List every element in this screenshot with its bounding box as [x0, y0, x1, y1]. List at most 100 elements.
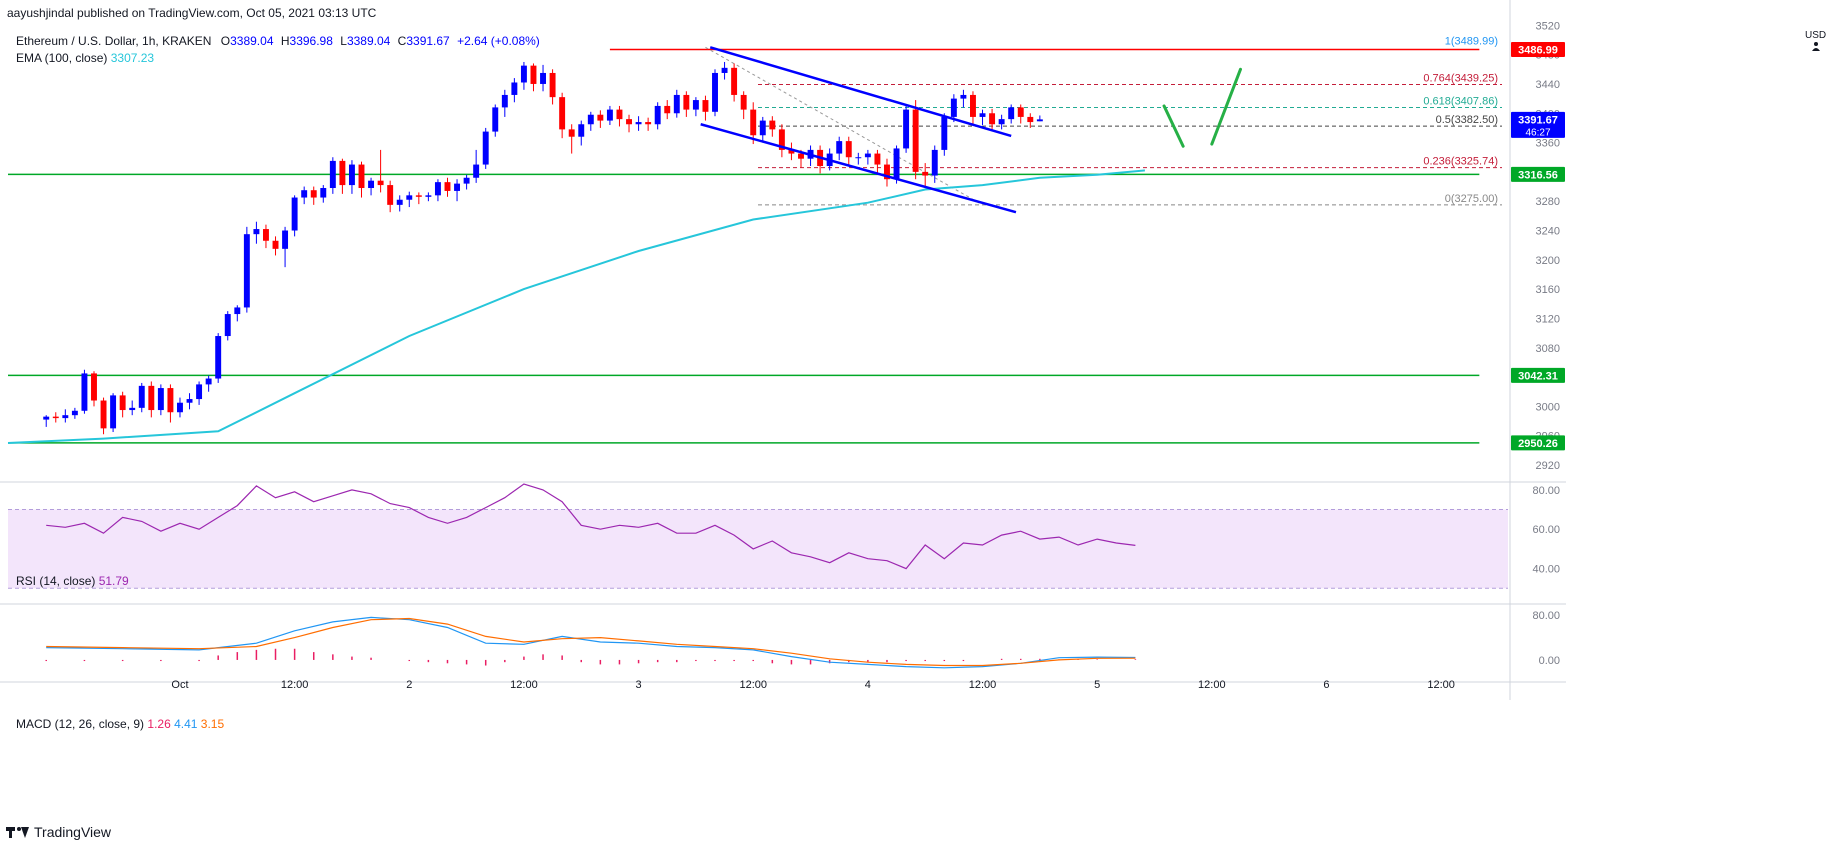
- time-tick-label: 12:00: [1427, 679, 1455, 691]
- candle-body: [731, 67, 738, 95]
- channel-line: [709, 46, 1012, 138]
- ema-legend: EMA (100, close) 3307.23: [16, 51, 154, 65]
- close-value: 3391.67: [406, 34, 450, 48]
- candle-body: [138, 385, 145, 408]
- candle-body: [530, 65, 537, 84]
- macd-value: 4.41: [174, 717, 198, 731]
- price-tick-label: 3200: [1536, 255, 1560, 267]
- candle-body: [224, 314, 231, 337]
- candle-body: [310, 190, 317, 198]
- tradingview-brand: TradingView: [34, 824, 112, 840]
- candle-body: [177, 402, 183, 413]
- candle-body: [950, 98, 957, 117]
- macd-line: [46, 616, 1136, 669]
- rsi-line: [46, 483, 1136, 570]
- candle-body: [396, 199, 403, 205]
- time-tick-label: 12:00: [739, 679, 767, 691]
- price-tick-label: 3520: [1536, 20, 1560, 32]
- close-label: C: [397, 34, 407, 48]
- candle-body: [186, 399, 193, 403]
- candle-body: [511, 82, 518, 95]
- candle-body: [759, 120, 766, 136]
- support-price-label: 2950.26: [1518, 438, 1558, 450]
- candle-body: [778, 129, 785, 150]
- open-value: 3389.04: [230, 34, 274, 48]
- time-tick-label: 12:00: [281, 679, 309, 691]
- candle-body: [559, 97, 566, 130]
- macd-label: MACD (12, 26, close, 9): [16, 717, 145, 731]
- candle-body: [473, 164, 480, 178]
- candle-body: [81, 373, 88, 411]
- fib-label: 0.236(3325.74): [1423, 156, 1498, 168]
- main-legend: Ethereum / U.S. Dollar, 1h, KRAKEN O3389…: [16, 34, 540, 48]
- candle-body: [71, 410, 78, 416]
- candle-body: [1008, 107, 1015, 120]
- candle-body: [196, 384, 203, 400]
- macd-legend: MACD (12, 26, close, 9) 1.26 4.41 3.15: [16, 717, 224, 731]
- time-tick-label: 2: [406, 679, 412, 691]
- published-by-text: aayushjindal published on TradingView.co…: [7, 6, 377, 20]
- resistance-price-label: 3486.99: [1518, 45, 1558, 57]
- rsi-tick-label: 40.00: [1532, 564, 1560, 576]
- candle-body: [110, 395, 117, 429]
- candle-body: [406, 195, 413, 200]
- time-tick-label: 6: [1323, 679, 1329, 691]
- candle-body: [482, 131, 489, 165]
- candle-body: [463, 177, 470, 184]
- candle-body: [740, 94, 747, 110]
- candle-body: [645, 122, 652, 125]
- candle-body: [845, 141, 852, 158]
- fib-label: 1(3489.99): [1445, 35, 1498, 47]
- low-label: L: [340, 34, 347, 48]
- candle-body: [578, 124, 585, 137]
- time-tick-label: 12:00: [510, 679, 538, 691]
- macd-signal-value: 3.15: [200, 717, 225, 731]
- support-price-label-bg: [1511, 435, 1565, 451]
- candle-body: [100, 400, 107, 429]
- candle-body: [540, 72, 546, 84]
- candle-body: [291, 197, 298, 231]
- candle-body: [912, 109, 919, 172]
- candle-body: [664, 105, 671, 114]
- candle-body: [626, 119, 632, 125]
- ema-label: EMA (100, close): [16, 51, 108, 65]
- candle-body: [1017, 107, 1024, 117]
- current-price-label: 3391.67: [1518, 114, 1558, 126]
- time-tick-label: 12:00: [1198, 679, 1226, 691]
- candle-body: [339, 160, 346, 186]
- rsi-value: 51.79: [98, 574, 129, 588]
- candle-body: [301, 190, 308, 198]
- candle-body: [377, 180, 384, 186]
- current-price-label-bg: [1511, 111, 1565, 138]
- time-tick-label: Oct: [171, 679, 188, 691]
- candle-body: [348, 164, 355, 186]
- candle-body: [998, 119, 1005, 125]
- fib-label: 0(3275.00): [1445, 193, 1498, 205]
- candle-body: [492, 107, 499, 132]
- candle-body: [597, 114, 604, 121]
- change-value: +2.64 (+0.08%): [457, 34, 540, 48]
- tradingview-logo-icon: [6, 825, 29, 839]
- price-tick-label: 3440: [1536, 79, 1560, 91]
- candle-body: [253, 229, 260, 235]
- candle-body: [329, 160, 336, 189]
- candle-body: [243, 234, 250, 308]
- candle-body: [549, 72, 556, 98]
- candle-body: [721, 67, 728, 73]
- candle-body: [415, 195, 422, 197]
- candle-body: [616, 109, 623, 120]
- candle-body: [702, 100, 709, 112]
- candle-body: [520, 65, 527, 83]
- currency-label[interactable]: USD: [1805, 30, 1826, 54]
- price-tick-label: 3280: [1536, 196, 1560, 208]
- candle-body: [129, 407, 136, 411]
- candle-body: [43, 416, 50, 420]
- candle-body: [654, 105, 661, 125]
- candle-body: [922, 171, 929, 176]
- tradingview-footer[interactable]: TradingView: [6, 824, 111, 840]
- candle-body: [750, 109, 757, 136]
- candle-body: [454, 183, 461, 191]
- candle-body: [788, 149, 795, 154]
- time-tick-label: 4: [865, 679, 871, 691]
